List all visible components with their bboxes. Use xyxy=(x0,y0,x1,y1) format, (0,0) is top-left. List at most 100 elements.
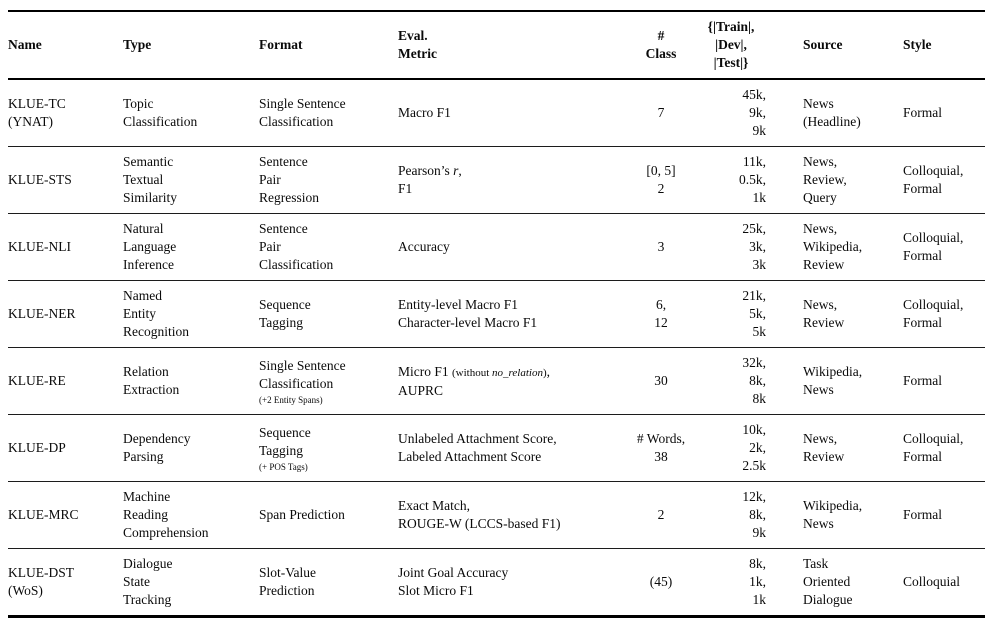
table-row-klue-sts: KLUE-STS Semantic Textual Similarity Sen… xyxy=(8,146,985,214)
cell-eval-metric: Pearson’s r, F1 xyxy=(398,146,630,214)
cell-text: 25k, 3k, 3k xyxy=(742,221,766,272)
cell-text: 11k, 0.5k, 1k xyxy=(739,154,766,205)
cell-split-sizes: 45k, 9k, 9k xyxy=(692,78,770,147)
column-header-num-class: # Class xyxy=(630,11,692,80)
cell-text: Colloquial, Formal xyxy=(903,297,964,330)
cell-text: Colloquial, Formal xyxy=(903,230,964,263)
column-header-source: Source xyxy=(770,11,903,80)
cell-name: KLUE-DP xyxy=(8,414,123,482)
cell-split-sizes: 11k, 0.5k, 1k xyxy=(692,146,770,214)
cell-name: KLUE-DST (WoS) xyxy=(8,548,123,617)
table-row-klue-mrc: KLUE-MRC Machine Reading Comprehension S… xyxy=(8,481,985,549)
cell-text: 6, 12 xyxy=(654,297,668,330)
header-label: Eval. Metric xyxy=(398,28,437,61)
table-row-klue-dst: KLUE-DST (WoS) Dialogue State Tracking S… xyxy=(8,548,985,617)
klue-tasks-table: Name Type Format Eval. Metric # Class {|… xyxy=(8,10,985,618)
cell-text: Single Sentence Classification xyxy=(259,357,346,391)
column-header-format: Format xyxy=(259,11,398,80)
cell-text: KLUE-NLI xyxy=(8,239,71,254)
cell-type: Dependency Parsing xyxy=(123,414,259,482)
cell-type: Dialogue State Tracking xyxy=(123,548,259,617)
header-label: Type xyxy=(123,37,152,52)
cell-style: Formal xyxy=(903,78,985,147)
cell-text: 8k, 1k, 1k xyxy=(749,556,766,607)
cell-num-class: [0, 5] 2 xyxy=(630,146,692,214)
cell-type: Semantic Textual Similarity xyxy=(123,146,259,214)
cell-text: Entity-level Macro F1 Character-level Ma… xyxy=(398,297,538,330)
cell-source: News, Wikipedia, Review xyxy=(770,213,903,281)
cell-text: Sentence Pair Classification xyxy=(259,221,334,272)
cell-text: , AUPRC xyxy=(398,363,551,398)
cell-style: Colloquial, Formal xyxy=(903,146,985,214)
cell-num-class: # Words, 38 xyxy=(630,414,692,482)
cell-text: Sequence Tagging xyxy=(259,424,311,458)
cell-text: Colloquial xyxy=(903,574,960,589)
cell-text: # Words, 38 xyxy=(636,431,686,464)
cell-text: 2 xyxy=(657,507,665,522)
cell-format: Sequence Tagging xyxy=(259,280,398,348)
cell-split-sizes: 8k, 1k, 1k xyxy=(692,548,770,617)
cell-text: News (Headline) xyxy=(803,96,861,129)
cell-text: Exact Match, ROUGE-W (LCCS-based F1) xyxy=(398,498,561,531)
column-header-split-sizes: {|Train|, |Dev|, |Test|} xyxy=(692,11,770,80)
cell-source: Wikipedia, News xyxy=(770,481,903,549)
cell-style: Colloquial xyxy=(903,548,985,617)
cell-text: News, Wikipedia, Review xyxy=(803,221,863,272)
cell-format: Sentence Pair Regression xyxy=(259,146,398,214)
cell-type: Named Entity Recognition xyxy=(123,280,259,348)
cell-eval-metric: Accuracy xyxy=(398,213,630,281)
cell-split-sizes: 10k, 2k, 2.5k xyxy=(692,414,770,482)
header-label: {|Train|, |Dev|, |Test|} xyxy=(707,19,755,70)
header-label: Style xyxy=(903,37,932,52)
cell-text: KLUE-TC (YNAT) xyxy=(8,96,66,129)
cell-text: Accuracy xyxy=(398,239,450,254)
cell-text: Natural Language Inference xyxy=(123,221,177,272)
cell-split-sizes: 32k, 8k, 8k xyxy=(692,347,770,415)
cell-source: News (Headline) xyxy=(770,78,903,147)
cell-style: Colloquial, Formal xyxy=(903,414,985,482)
cell-text: Topic Classification xyxy=(123,96,198,129)
cell-text: Unlabeled Attachment Score, Labeled Atta… xyxy=(398,431,557,464)
cell-text: Pearson’s xyxy=(398,163,454,178)
cell-name: KLUE-STS xyxy=(8,146,123,214)
cell-text: Named Entity Recognition xyxy=(123,288,189,339)
cell-text: 7 xyxy=(657,105,665,120)
cell-name: KLUE-TC (YNAT) xyxy=(8,78,123,147)
cell-text: Relation Extraction xyxy=(123,364,180,397)
cell-text: Sequence Tagging xyxy=(259,297,311,330)
cell-type: Machine Reading Comprehension xyxy=(123,481,259,549)
cell-text: Dialogue State Tracking xyxy=(123,556,173,607)
cell-source: Wikipedia, News xyxy=(770,347,903,415)
cell-text: Micro F1 xyxy=(398,363,452,379)
cell-style: Formal xyxy=(903,347,985,415)
cell-text: Colloquial, Formal xyxy=(903,431,964,464)
cell-text: KLUE-NER xyxy=(8,306,76,321)
cell-text: 30 xyxy=(654,373,668,388)
cell-name: KLUE-RE xyxy=(8,347,123,415)
cell-type: Natural Language Inference xyxy=(123,213,259,281)
cell-text: 3 xyxy=(657,239,665,254)
header-row: Name Type Format Eval. Metric # Class {|… xyxy=(8,11,985,80)
cell-source: Task Oriented Dialogue xyxy=(770,548,903,617)
cell-format: Sentence Pair Classification xyxy=(259,213,398,281)
header-label: Source xyxy=(803,37,843,52)
metric-note: (without no_relation) xyxy=(452,367,547,379)
cell-num-class: 2 xyxy=(630,481,692,549)
cell-format: Span Prediction xyxy=(259,481,398,549)
cell-text: Wikipedia, News xyxy=(803,498,863,531)
cell-num-class: 7 xyxy=(630,78,692,147)
cell-source: News, Review, Query xyxy=(770,146,903,214)
cell-text: Semantic Textual Similarity xyxy=(123,154,177,205)
cell-text: Formal xyxy=(903,105,942,120)
cell-eval-metric: Micro F1 (without no_relation), AUPRC xyxy=(398,347,630,415)
cell-split-sizes: 25k, 3k, 3k xyxy=(692,213,770,281)
cell-text: News, Review, Query xyxy=(803,154,847,205)
cell-num-class: 6, 12 xyxy=(630,280,692,348)
cell-text: [0, 5] 2 xyxy=(646,163,676,196)
cell-text: Wikipedia, News xyxy=(803,364,863,397)
header-label: Name xyxy=(8,37,42,52)
format-footnote: (+ POS Tags) xyxy=(259,461,308,472)
cell-name: KLUE-NLI xyxy=(8,213,123,281)
cell-type: Relation Extraction xyxy=(123,347,259,415)
